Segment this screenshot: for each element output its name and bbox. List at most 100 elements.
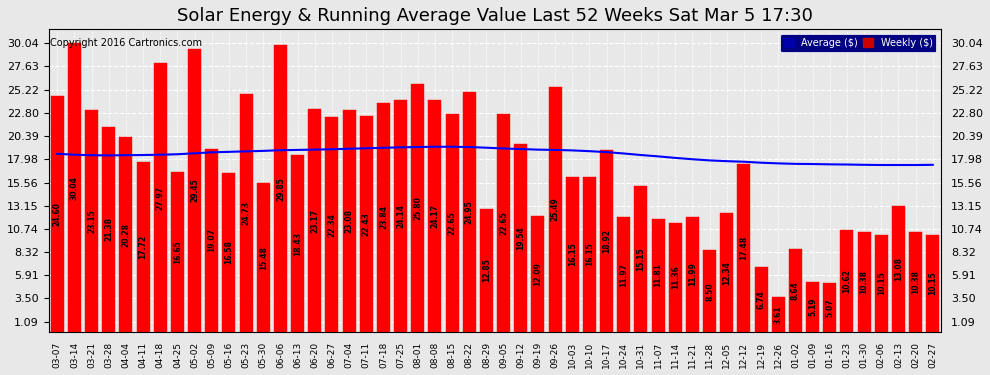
Bar — [137, 162, 149, 332]
Bar — [50, 96, 63, 332]
Bar — [377, 103, 390, 332]
Bar — [171, 172, 184, 332]
Text: 24.60: 24.60 — [52, 202, 61, 226]
Bar — [618, 217, 631, 332]
Text: 11.97: 11.97 — [620, 262, 629, 286]
Bar — [772, 297, 785, 332]
Text: 16.15: 16.15 — [567, 243, 577, 266]
Text: 15.48: 15.48 — [258, 246, 267, 270]
Bar — [548, 87, 561, 332]
Bar — [308, 110, 321, 332]
Bar — [927, 234, 940, 332]
Text: 5.19: 5.19 — [808, 298, 817, 316]
Bar — [411, 84, 424, 332]
Bar — [532, 216, 544, 332]
Bar — [153, 63, 166, 332]
Bar — [651, 219, 664, 332]
Bar — [738, 164, 750, 332]
Bar — [102, 126, 115, 332]
Text: 8.50: 8.50 — [705, 282, 714, 300]
Text: 13.08: 13.08 — [894, 257, 903, 281]
Text: 16.15: 16.15 — [585, 243, 594, 266]
Text: 23.17: 23.17 — [310, 209, 319, 233]
Bar — [857, 232, 870, 332]
Text: 10.15: 10.15 — [877, 272, 886, 295]
Bar — [256, 183, 269, 332]
Bar — [515, 144, 528, 332]
Text: 11.36: 11.36 — [671, 266, 680, 290]
Text: 22.65: 22.65 — [499, 211, 508, 235]
Text: 30.04: 30.04 — [70, 176, 79, 200]
Text: 17.72: 17.72 — [139, 235, 148, 259]
Bar — [394, 100, 407, 332]
Text: 19.54: 19.54 — [516, 226, 526, 250]
Bar — [446, 114, 458, 332]
Text: 18.43: 18.43 — [293, 231, 302, 255]
Text: 11.99: 11.99 — [688, 262, 697, 286]
Bar — [892, 206, 905, 332]
Text: 8.64: 8.64 — [791, 281, 800, 300]
Text: 12.34: 12.34 — [723, 261, 732, 285]
Text: 16.58: 16.58 — [225, 240, 234, 264]
Bar — [875, 234, 888, 332]
Bar — [291, 155, 304, 332]
Bar — [326, 117, 339, 332]
Text: 23.15: 23.15 — [87, 209, 96, 233]
Text: 17.48: 17.48 — [740, 236, 748, 260]
Bar — [566, 177, 579, 332]
Bar — [274, 45, 287, 332]
Title: Solar Energy & Running Average Value Last 52 Weeks Sat Mar 5 17:30: Solar Energy & Running Average Value Las… — [177, 7, 813, 25]
Text: 23.84: 23.84 — [379, 206, 388, 230]
Text: 29.85: 29.85 — [276, 177, 285, 201]
Bar — [343, 110, 355, 332]
Text: 22.65: 22.65 — [447, 211, 456, 235]
Bar — [583, 177, 596, 332]
Text: 24.14: 24.14 — [396, 204, 405, 228]
Text: 22.34: 22.34 — [328, 213, 337, 237]
Text: 21.38: 21.38 — [104, 217, 113, 242]
Bar — [754, 267, 767, 332]
Bar — [120, 137, 133, 332]
Bar — [223, 173, 236, 332]
Text: 10.38: 10.38 — [859, 270, 868, 294]
Text: Copyright 2016 Cartronics.com: Copyright 2016 Cartronics.com — [50, 38, 202, 48]
Text: 20.28: 20.28 — [122, 223, 131, 247]
Bar — [721, 213, 734, 332]
Bar — [359, 117, 372, 332]
Text: 29.45: 29.45 — [190, 178, 199, 203]
Text: 22.43: 22.43 — [361, 212, 370, 236]
Text: 11.81: 11.81 — [653, 263, 662, 287]
Text: 25.80: 25.80 — [413, 196, 423, 220]
Bar — [824, 284, 837, 332]
Text: 24.95: 24.95 — [464, 200, 474, 224]
Bar — [806, 282, 819, 332]
Text: 27.97: 27.97 — [155, 186, 164, 210]
Text: 10.38: 10.38 — [911, 270, 920, 294]
Text: 10.15: 10.15 — [929, 272, 938, 295]
Bar — [85, 110, 98, 332]
Text: 12.85: 12.85 — [482, 258, 491, 282]
Bar — [462, 92, 475, 332]
Bar — [841, 230, 853, 332]
Text: 25.49: 25.49 — [550, 198, 559, 222]
Text: 24.17: 24.17 — [431, 204, 440, 228]
Bar — [429, 100, 442, 332]
Text: 5.07: 5.07 — [826, 298, 835, 317]
Bar — [686, 217, 699, 332]
Text: 24.73: 24.73 — [242, 201, 250, 225]
Text: 6.74: 6.74 — [756, 290, 765, 309]
Bar — [600, 150, 613, 332]
Bar — [240, 94, 252, 332]
Bar — [789, 249, 802, 332]
Bar — [635, 186, 647, 332]
Text: 18.92: 18.92 — [602, 229, 611, 253]
Text: 10.62: 10.62 — [842, 269, 851, 293]
Text: 3.61: 3.61 — [774, 305, 783, 324]
Bar — [480, 209, 493, 332]
Bar — [669, 223, 682, 332]
Text: 23.08: 23.08 — [345, 209, 353, 233]
Bar — [909, 232, 922, 332]
Text: 15.15: 15.15 — [637, 248, 645, 271]
Bar — [497, 114, 510, 332]
Text: 16.65: 16.65 — [173, 240, 182, 264]
